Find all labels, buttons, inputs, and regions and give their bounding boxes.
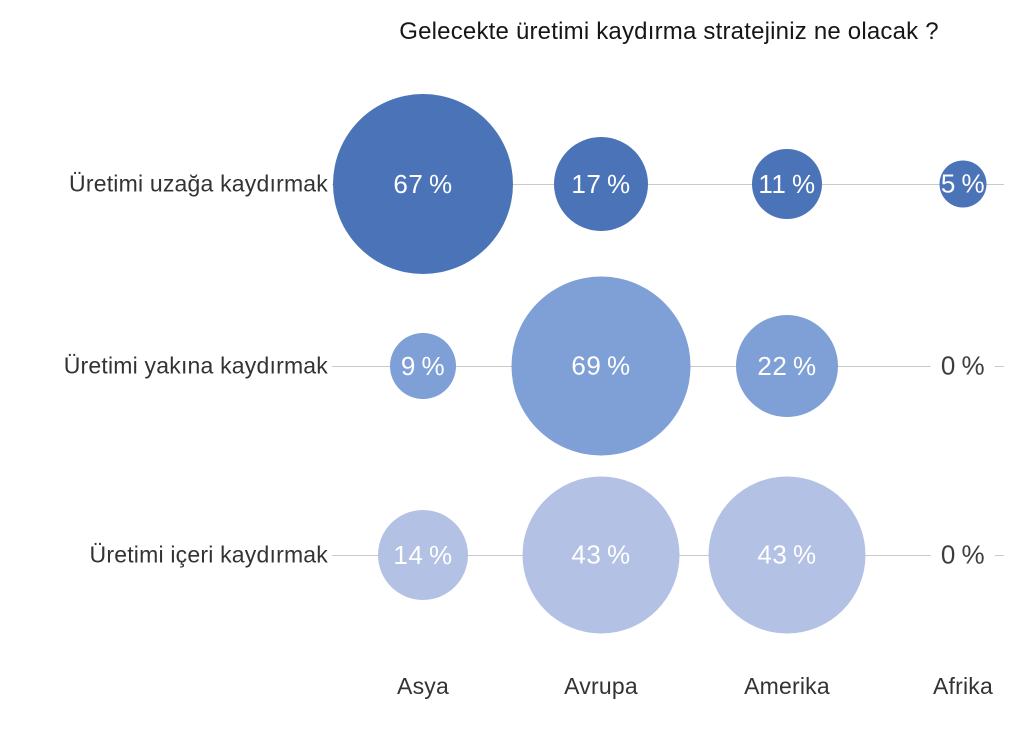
bubble-r2-c2: 69 % (511, 276, 691, 456)
row-connector-line-1 (332, 184, 1004, 185)
column-label-3: Amerika (744, 673, 830, 699)
zero-value-label-r2-c4: 0 % (930, 350, 996, 382)
bubble-r3-c2: 43 % (522, 476, 680, 634)
bubble-r1-c3: 11 % (752, 149, 822, 219)
bubble-r2-c3: 22 % (736, 315, 838, 417)
bubble-r1-c2: 17 % (554, 137, 648, 231)
column-label-4: Afrika (933, 673, 993, 699)
bubble-r1-c4: 5 % (939, 160, 987, 208)
column-label-2: Avrupa (564, 673, 638, 699)
column-label-1: Asya (397, 673, 449, 699)
row-label-2: Üretimi yakına kaydırmak (63, 352, 328, 379)
bubble-r3-c1: 14 % (378, 510, 468, 600)
bubble-r1-c1: 67 % (333, 94, 513, 274)
bubble-r2-c1: 9 % (390, 333, 456, 399)
zero-value-label-r3-c4: 0 % (930, 539, 996, 571)
row-label-3: Üretimi içeri kaydırmak (89, 541, 328, 568)
bubble-r3-c3: 43 % (708, 476, 866, 634)
row-label-1: Üretimi uzağa kaydırmak (69, 170, 328, 197)
chart-title: Gelecekte üretimi kaydırma stratejiniz n… (399, 18, 939, 45)
